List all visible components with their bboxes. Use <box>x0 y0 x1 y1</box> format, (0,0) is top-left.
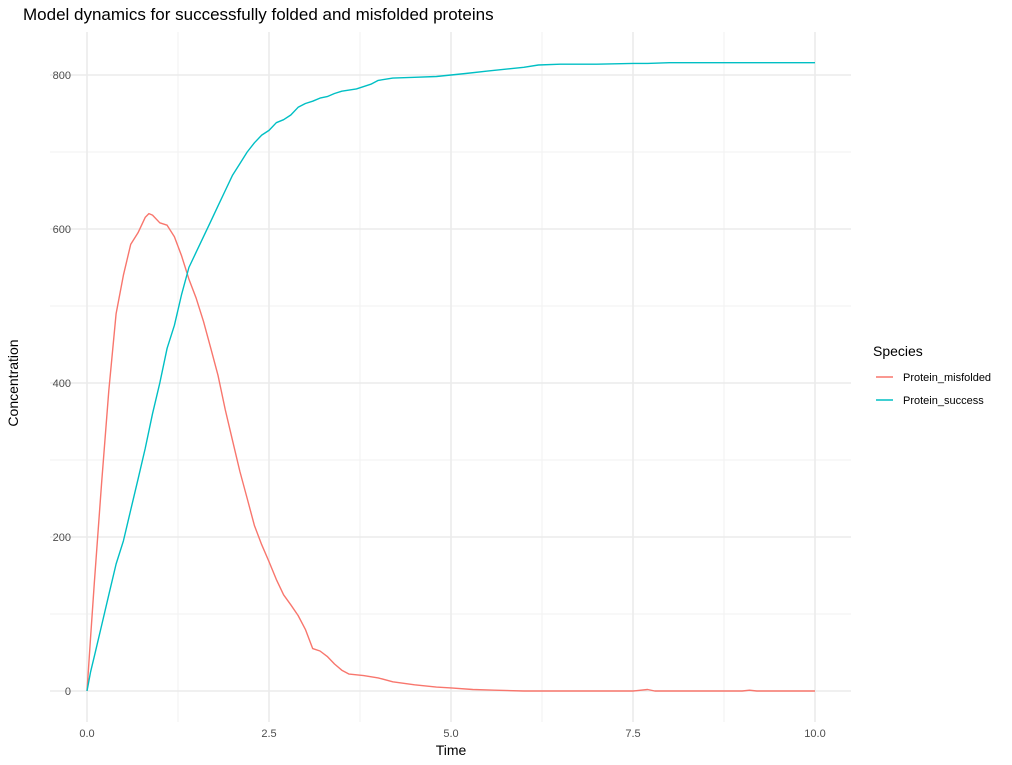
chart-title: Model dynamics for successfully folded a… <box>23 5 494 24</box>
x-axis-title: Time <box>436 742 467 758</box>
legend: Species Protein_misfolded Protein_success <box>873 343 991 407</box>
legend-title: Species <box>873 343 923 359</box>
legend-label: Protein_success <box>903 395 984 407</box>
y-tick-label: 200 <box>53 532 71 544</box>
x-tick-label: 0.0 <box>79 728 94 740</box>
y-axis-title: Concentration <box>5 339 21 426</box>
x-tick-label: 2.5 <box>261 728 276 740</box>
series-layer <box>86 62 815 692</box>
grid-lines <box>50 32 851 722</box>
series-line-protein-misfolded <box>86 212 815 692</box>
x-tick-label: 7.5 <box>625 728 640 740</box>
axis-ticks: 0.0 2.5 5.0 7.5 10.0 0 200 400 600 800 <box>53 70 826 740</box>
series-line-protein-success <box>86 62 815 692</box>
y-tick-label: 0 <box>65 686 71 698</box>
y-tick-label: 600 <box>53 224 71 236</box>
y-tick-label: 800 <box>53 70 71 82</box>
legend-label: Protein_misfolded <box>903 372 991 384</box>
y-tick-label: 400 <box>53 378 71 390</box>
x-tick-label: 10.0 <box>804 728 825 740</box>
x-tick-label: 5.0 <box>443 728 458 740</box>
